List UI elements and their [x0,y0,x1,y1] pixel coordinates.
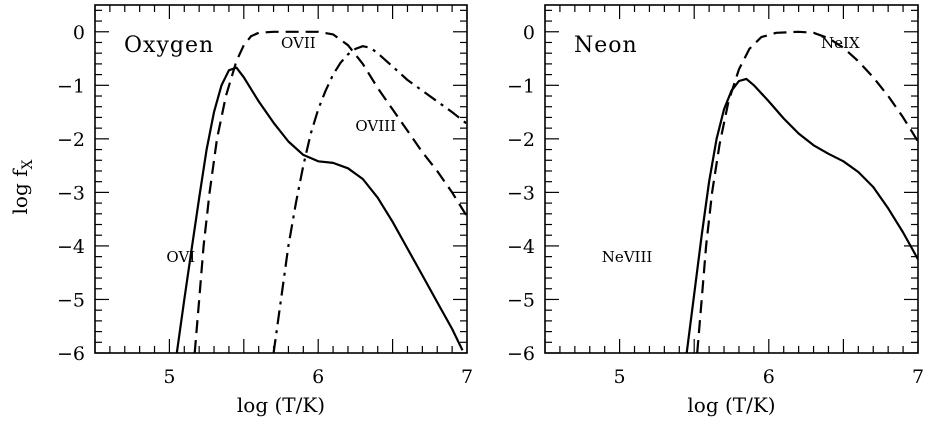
oxygen-x-axis-label: log (T/K) [237,393,325,417]
neon-x-tick-label: 7 [912,366,924,388]
neon-y-tick-label: −1 [507,75,535,97]
oxygen-y-tick-label: −6 [57,343,85,365]
neviii-curve [685,77,918,353]
ovii-label: OVII [281,34,316,52]
oxygen-y-tick-label: 0 [73,22,85,44]
neon-y-tick-label: −2 [507,129,535,151]
y-axis-label-subscript: X [20,159,36,169]
oxygen-x-tick-label: 7 [461,366,473,388]
neon-y-tick-label: 0 [523,22,535,44]
neon-y-tick-label: −4 [507,236,535,258]
ovii-curve [193,30,467,353]
neon-x-axis-label: log (T/K) [687,393,775,417]
oxygen-y-tick-label: −5 [57,289,85,311]
oxygen-panel: 5 6 7 0 −1 −2 −3 −4 −5 −6 log (T/K) Oxygen OVI OVII OV… [57,4,473,417]
oxygen-plot-frame [94,4,468,354]
y-axis-label: log fX [8,159,36,214]
oxygen-y-tick-label: −2 [57,129,85,151]
ovi-curve [175,66,464,353]
neix-curve [696,30,918,353]
y-axis-label-main: log f [8,168,32,215]
oxygen-x-tick-label: 6 [312,366,324,388]
oviii-label: OVIII [355,117,396,135]
oxygen-x-tick-label: 5 [163,366,175,388]
neon-curves [685,30,918,353]
oxygen-curves [175,30,467,353]
neon-x-tick-label: 6 [763,366,775,388]
oxygen-y-tick-label: −3 [57,182,85,204]
neon-panel-title: Neon [574,33,638,58]
neix-label: NeIX [821,34,860,52]
oviii-curve [272,45,467,353]
neviii-label: NeVIII [602,248,653,266]
oxygen-y-tick-label: −4 [57,236,85,258]
ovi-label: OVI [166,248,195,266]
neon-y-tick-label: −3 [507,182,535,204]
neon-panel: 5 6 7 0 −1 −2 −3 −4 −5 −6 log (T/K) Neon NeVIII NeIX [507,4,924,417]
neon-y-tick-label: −6 [507,343,535,365]
oxygen-panel-title: Oxygen [124,33,214,58]
neon-y-tick-label: −5 [507,289,535,311]
oxygen-y-tick-label: −1 [57,75,85,97]
neon-x-tick-label: 5 [614,366,626,388]
neon-plot-frame [544,4,919,354]
